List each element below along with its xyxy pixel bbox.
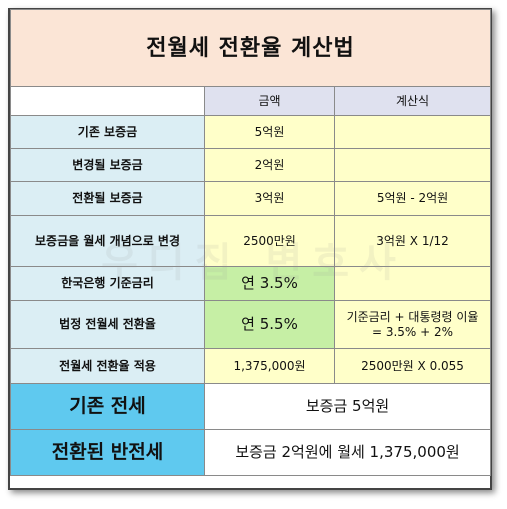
summary-label: 기존 전세 bbox=[10, 383, 205, 430]
row-formula: 기준금리 + 대통령령 이율 = 3.5% + 2% bbox=[333, 300, 492, 349]
summary-row: 기존 전세 보증금 5억원 bbox=[10, 383, 492, 430]
summary-value: 보증금 5억원 bbox=[203, 383, 492, 430]
row-label: 전환될 보증금 bbox=[10, 181, 205, 216]
table-row: 기존 보증금 5억원 bbox=[10, 115, 492, 149]
summary-label: 전환된 반전세 bbox=[10, 429, 205, 476]
row-formula: 2500만원 X 0.055 bbox=[333, 348, 492, 384]
formula-line-2: = 3.5% + 2% bbox=[371, 324, 454, 339]
table-row: 한국은행 기준금리 연 3.5% bbox=[10, 266, 492, 301]
row-amount: 3억원 bbox=[204, 181, 335, 216]
row-formula: 3억원 X 1/12 bbox=[333, 215, 492, 267]
row-amount: 2500만원 bbox=[204, 215, 335, 267]
header-amount: 금액 bbox=[204, 86, 335, 116]
row-formula: 5억원 - 2억원 bbox=[333, 181, 492, 216]
header-empty-cell bbox=[10, 86, 205, 116]
row-formula bbox=[333, 115, 492, 149]
row-amount: 5억원 bbox=[204, 115, 335, 149]
table-row: 전환될 보증금 3억원 5억원 - 2억원 bbox=[10, 181, 492, 216]
row-label: 법정 전월세 전환율 bbox=[10, 300, 205, 349]
conversion-rate-table: 전월세 전환율 계산법 금액 계산식 기존 보증금 5억원 변경될 보증금 2억… bbox=[9, 9, 492, 476]
table-title: 전월세 전환율 계산법 bbox=[9, 9, 492, 87]
row-label: 기존 보증금 bbox=[10, 115, 205, 149]
row-label: 전월세 전환율 적용 bbox=[10, 348, 205, 384]
table-row: 보증금을 월세 개념으로 변경 2500만원 3억원 X 1/12 bbox=[10, 215, 492, 267]
row-label: 보증금을 월세 개념으로 변경 bbox=[10, 215, 205, 267]
row-label: 한국은행 기준금리 bbox=[10, 266, 205, 301]
row-formula bbox=[333, 266, 492, 301]
row-formula bbox=[333, 148, 492, 182]
header-formula: 계산식 bbox=[333, 86, 492, 116]
summary-value: 보증금 2억원에 월세 1,375,000원 bbox=[203, 429, 492, 476]
table-row: 법정 전월세 전환율 연 5.5% 기준금리 + 대통령령 이율 = 3.5% … bbox=[10, 300, 492, 349]
summary-row: 전환된 반전세 보증금 2억원에 월세 1,375,000원 bbox=[10, 429, 492, 476]
row-amount: 연 3.5% bbox=[204, 266, 335, 301]
row-amount: 1,375,000원 bbox=[204, 348, 335, 384]
row-amount: 연 5.5% bbox=[204, 300, 335, 349]
row-amount: 2억원 bbox=[204, 148, 335, 182]
table-row: 전월세 전환율 적용 1,375,000원 2500만원 X 0.055 bbox=[10, 348, 492, 384]
table-row: 변경될 보증금 2억원 bbox=[10, 148, 492, 182]
row-label: 변경될 보증금 bbox=[10, 148, 205, 182]
formula-line-1: 기준금리 + 대통령령 이율 bbox=[346, 309, 479, 324]
